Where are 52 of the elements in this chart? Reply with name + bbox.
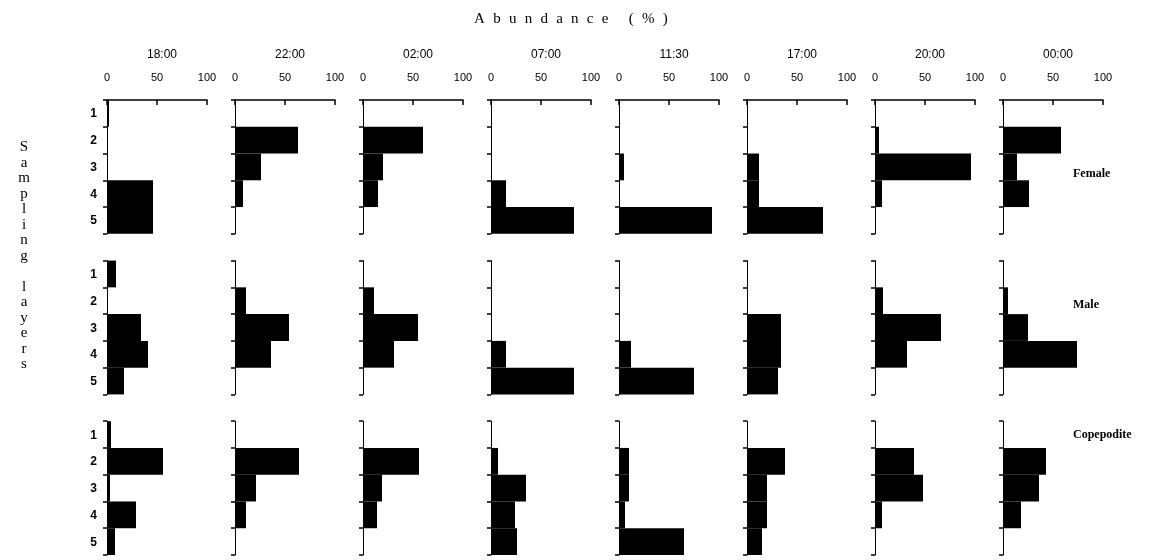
x-axis-title: Abundance (%) [473, 10, 677, 27]
chart-title: 20:00 [914, 47, 946, 61]
x-tick-label: 0 [231, 70, 239, 83]
chart-title: 00:00 [1042, 47, 1074, 61]
x-tick-label: 100 [325, 70, 345, 83]
chart-title: 02:00 [402, 47, 434, 61]
x-tick-label: 0 [871, 70, 879, 83]
y-tick-label: 1 [90, 427, 98, 442]
x-tick-label: 100 [197, 70, 217, 83]
x-tick-label: 50 [534, 70, 548, 83]
x-tick-label: 100 [581, 70, 601, 83]
y-tick-label: 2 [90, 293, 98, 308]
x-tick-label: 50 [662, 70, 676, 83]
x-tick-label: 50 [918, 70, 932, 83]
x-tick-label: 0 [743, 70, 751, 83]
x-tick-label: 0 [359, 70, 367, 83]
y-tick-label: 2 [90, 133, 98, 148]
x-tick-label: 100 [965, 70, 985, 83]
x-tick-label: 100 [453, 70, 473, 83]
y-tick-label: 2 [90, 454, 98, 469]
y-tick-label: 4 [90, 507, 98, 522]
y-tick-label: 5 [90, 534, 98, 549]
annotation: Male [1073, 297, 1100, 312]
x-tick-label: 0 [999, 70, 1007, 83]
y-tick-label: 3 [90, 481, 98, 496]
x-tick-label: 50 [790, 70, 804, 83]
x-tick-label: 0 [103, 70, 111, 83]
x-tick-label: 50 [150, 70, 164, 83]
y-tick-label: 3 [90, 320, 98, 335]
y-tick-label: 1 [90, 106, 98, 121]
y-tick-label: 5 [90, 374, 98, 389]
x-tick-label: 50 [406, 70, 420, 83]
y-tick-label: 4 [90, 347, 98, 362]
chart-title: 07:00 [530, 47, 562, 61]
x-tick-label: 50 [278, 70, 292, 83]
x-tick-label: 100 [837, 70, 857, 83]
annotation: Female [1073, 165, 1111, 180]
y-tick-label: 1 [90, 266, 98, 281]
chart-title: 18:00 [146, 47, 178, 61]
y-tick-label: 4 [90, 186, 98, 201]
x-tick-label: 50 [1046, 70, 1060, 83]
x-tick-label: 0 [615, 70, 623, 83]
y-tick-label: 5 [90, 213, 98, 228]
annotation: Copepodite [1073, 426, 1133, 441]
y-tick-label: 3 [90, 159, 98, 174]
x-tick-label: 100 [709, 70, 729, 83]
x-tick-label: 0 [487, 70, 495, 83]
y-axis-title: Sampling layers [16, 138, 32, 373]
chart-title: 11:30 [659, 47, 689, 61]
chart-title: 17:00 [786, 47, 818, 61]
x-tick-label: 100 [1093, 70, 1113, 83]
chart-title: 22:00 [274, 47, 306, 61]
